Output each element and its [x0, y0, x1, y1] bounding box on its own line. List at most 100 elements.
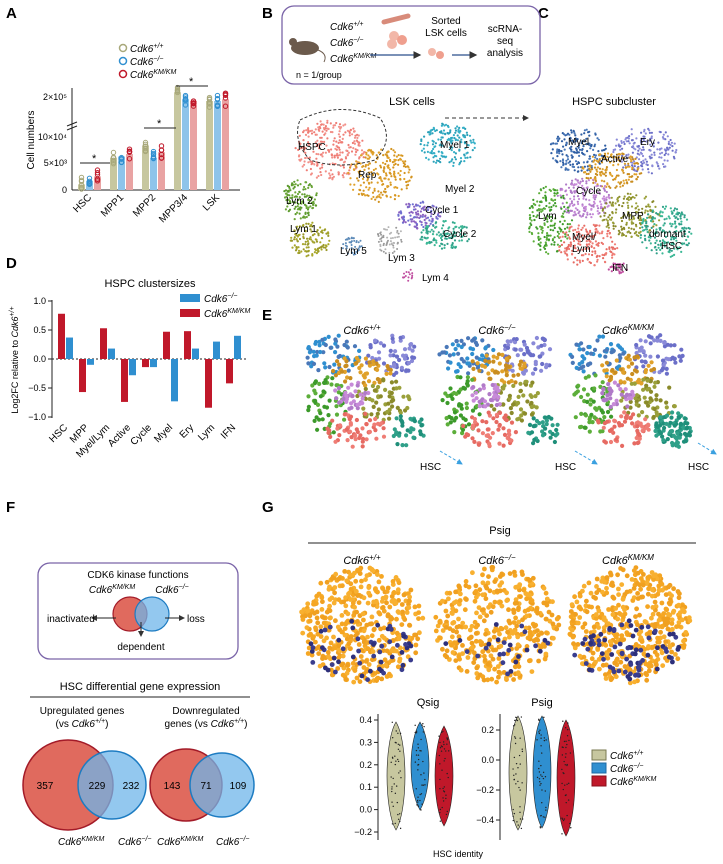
g-cell-low	[345, 663, 350, 668]
b-cell-myel1	[436, 159, 439, 162]
a-sig-mpp2: *	[157, 118, 162, 130]
c-cell-active	[615, 174, 619, 177]
b-cell-rep	[397, 194, 400, 198]
e-cell	[306, 345, 311, 350]
g-cell-low	[383, 595, 388, 601]
c-cell-active	[631, 166, 634, 169]
e-cell	[631, 412, 636, 417]
b-cell-cycle2	[453, 235, 457, 238]
b-cell-myel1	[431, 139, 434, 142]
b-cell-cycle1	[416, 227, 419, 230]
e-cell	[536, 345, 541, 350]
c-cell-myel	[575, 151, 578, 154]
c-cell-ifn	[619, 265, 622, 268]
b-cell-hspc	[328, 150, 331, 153]
c-cell-cycle	[590, 216, 593, 219]
b-cell-lym2	[313, 198, 316, 201]
e-cell	[453, 346, 458, 352]
b-cell-rep	[367, 154, 370, 157]
b-cell-lym3	[389, 240, 392, 243]
e-cell	[669, 415, 674, 420]
e-cell	[507, 393, 512, 398]
e-cell	[379, 421, 384, 426]
c-cell-lym	[542, 246, 546, 249]
e-cell	[312, 354, 317, 359]
b-cell-lym5	[353, 248, 356, 251]
e-cell	[477, 387, 482, 392]
c-cell-mpp	[608, 214, 611, 217]
e-cell	[540, 420, 545, 425]
c-cell-lym	[560, 207, 563, 210]
c-cell-dormant	[687, 242, 691, 245]
c-cell-ery	[630, 133, 633, 136]
g-cell-low	[316, 591, 322, 597]
g-cell-low	[486, 574, 491, 579]
c-cell-mpp	[643, 211, 647, 214]
c-cell-ery	[663, 159, 666, 162]
e-cell	[358, 370, 363, 375]
c-cell-ery	[642, 148, 645, 151]
e-cell	[418, 429, 423, 434]
e-cell	[344, 397, 349, 402]
b-cell-lym1	[311, 253, 314, 256]
g-cell-low	[340, 629, 345, 635]
e-cell	[387, 416, 392, 421]
c-cell-mpp	[618, 231, 621, 234]
b-cell-lym2	[294, 201, 297, 204]
b-cell-hspc	[338, 123, 342, 126]
c-cell-ery	[670, 141, 674, 144]
c-cell-ery	[650, 135, 653, 138]
c-cell-myel-lym	[591, 250, 594, 253]
c-cell-myel-lym	[592, 235, 595, 238]
b-cell-cycle1	[413, 225, 416, 228]
c-cell-mpp	[625, 234, 628, 238]
b-cell-myel1	[433, 128, 436, 131]
b-cell-hspc	[339, 126, 343, 129]
g-psig-title: Psig	[489, 525, 510, 537]
b-cell-myel1	[454, 152, 457, 155]
d-bar-Cycle-Cdk6−/−	[150, 359, 157, 368]
e-cell	[583, 413, 589, 418]
c-cell-mpp	[623, 214, 626, 217]
c-cell-active	[612, 178, 615, 181]
b-cell-cycle2	[432, 239, 435, 242]
a-point	[190, 100, 197, 107]
c-cell-dormant	[655, 248, 658, 251]
e-cell	[637, 346, 643, 352]
b-cell-hspc	[343, 160, 346, 163]
e-cell	[665, 437, 670, 442]
c-cell-dormant	[651, 216, 654, 219]
b-cell-lym1	[319, 241, 322, 244]
b-cell-rep	[389, 172, 392, 175]
c-cell-cycle	[559, 187, 562, 190]
c-cell-lym	[537, 243, 540, 246]
e-cell	[307, 350, 312, 355]
b-cell-cycle2	[451, 233, 454, 236]
b-cell-lym1	[314, 249, 318, 252]
b-cell-myel1	[465, 152, 468, 155]
c-cell-lym	[532, 240, 535, 243]
b-cell-cycle1	[435, 217, 438, 220]
b-cell-rep	[356, 177, 359, 180]
b-cell-hspc	[361, 139, 364, 142]
e-cell	[522, 363, 527, 368]
a-point	[78, 182, 85, 188]
b-cell-hspc	[337, 141, 340, 144]
e-cell	[548, 435, 553, 440]
b-cell-lym1	[311, 234, 314, 237]
c-cell-mpp	[614, 225, 617, 228]
b-cell-lym3	[392, 244, 395, 247]
e-cell	[317, 339, 322, 344]
e-cell	[333, 439, 338, 444]
c-cell-mpp	[638, 218, 641, 222]
c-cell-dormant	[668, 230, 671, 233]
b-cell-cycle1	[430, 220, 433, 223]
g-cell-low	[299, 609, 304, 615]
b-cell-hspc	[328, 172, 331, 175]
b-cell-cycle2	[435, 225, 438, 228]
e-cell	[600, 380, 605, 385]
c-cell-ery	[640, 137, 643, 140]
c-cell-dormant	[664, 241, 667, 244]
c-cell-lym	[554, 198, 557, 201]
